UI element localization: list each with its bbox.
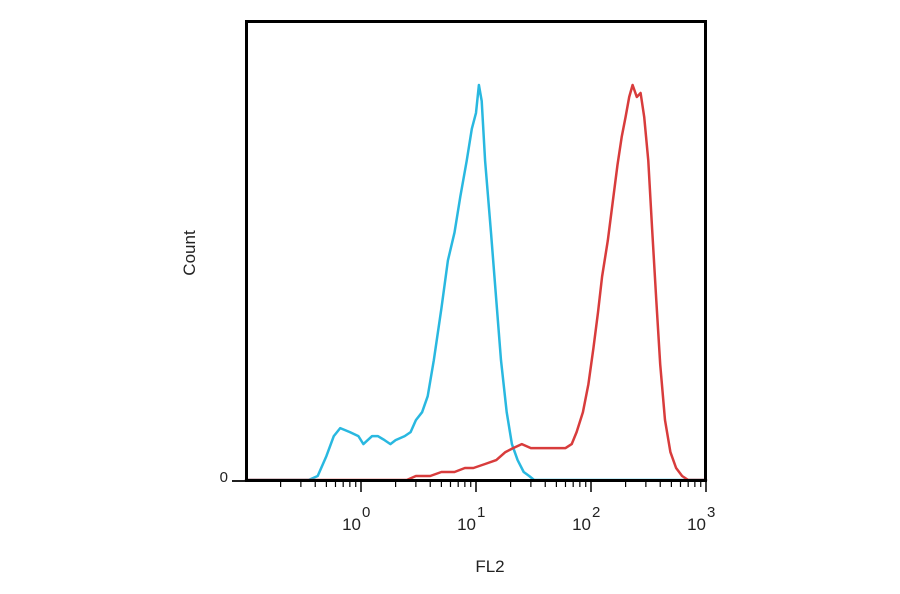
- y-tick-label: 0: [220, 469, 228, 486]
- y-axis-label: Count: [180, 230, 199, 276]
- x-tick-label: 103: [687, 504, 715, 534]
- series-line-2: [244, 83, 708, 482]
- x-tick-label: 101: [457, 504, 485, 534]
- x-tick-label-base: 10: [572, 515, 591, 534]
- x-tick-label-exponent: 1: [477, 504, 485, 521]
- x-tick-label-exponent: 3: [707, 504, 715, 521]
- x-tick-label-base: 10: [687, 515, 706, 534]
- x-tick-label-base: 10: [342, 515, 361, 534]
- series-line-1: [244, 83, 708, 482]
- x-axis-label: FL2: [475, 557, 504, 576]
- x-tick-label: 100: [342, 504, 370, 534]
- x-tick-label: 102: [572, 504, 600, 534]
- x-tick-label-exponent: 2: [592, 504, 600, 521]
- x-tick-label-exponent: 0: [362, 504, 370, 521]
- x-tick-label-base: 10: [457, 515, 476, 534]
- series-layer: [244, 83, 708, 482]
